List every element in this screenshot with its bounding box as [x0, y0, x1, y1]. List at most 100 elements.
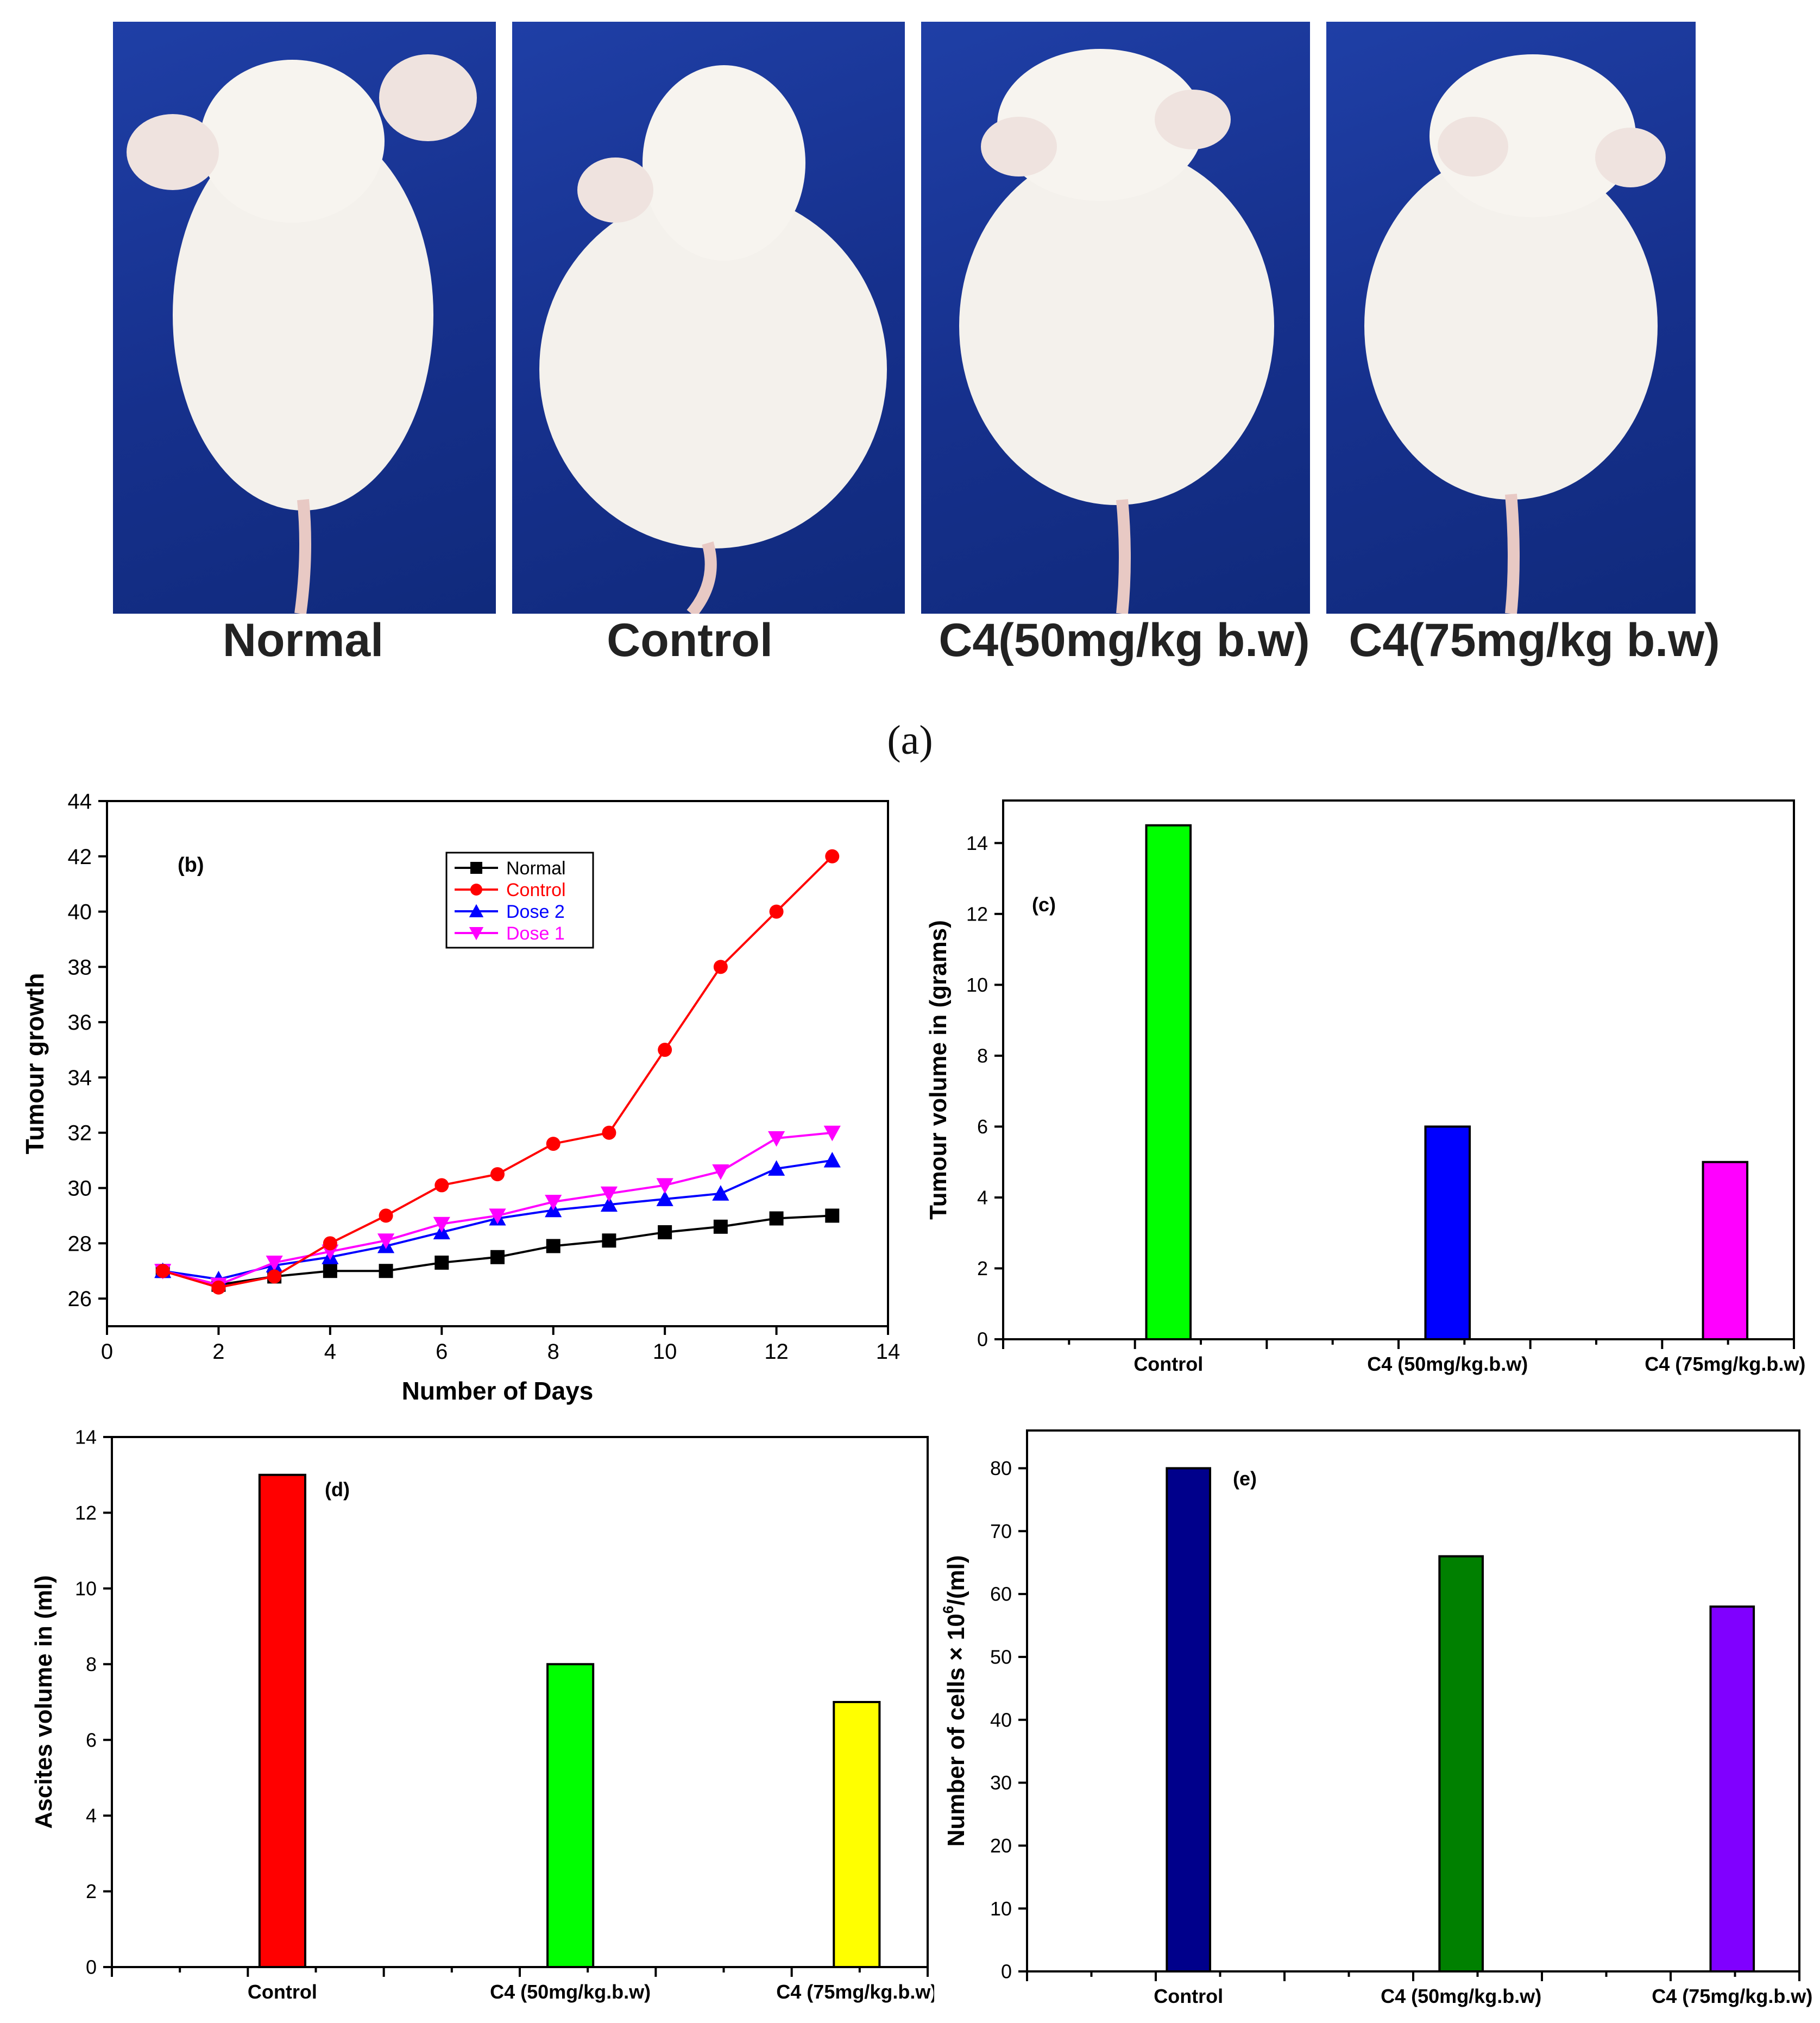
plot-frame: [1002, 799, 1795, 1340]
data-point-control: [379, 1208, 393, 1223]
plot-frame: [1026, 1429, 1800, 1972]
bar-c4-50mg-kg-b-w: [546, 1663, 595, 1968]
data-point-normal: [546, 1239, 561, 1253]
bar-c4-50mg-kg-b-w: [1438, 1555, 1484, 1972]
x-tick-label: 4: [324, 1340, 336, 1364]
y-tick-label: 0: [977, 1328, 988, 1351]
data-point-normal: [769, 1211, 784, 1226]
y-tick-label: 10: [966, 974, 988, 996]
y-axis-label: Tumour volume in (grams): [925, 920, 952, 1220]
photo-control: [512, 22, 905, 614]
plot-frame: [111, 1436, 929, 1968]
photo-label-c4-75: C4(75mg/kg b.w): [1349, 614, 1720, 666]
legend-marker-control: [470, 884, 482, 896]
y-tick-label: 60: [990, 1583, 1012, 1605]
data-point-dose-1: [545, 1194, 562, 1211]
x-category-label-control: Control: [1154, 1985, 1223, 2007]
y-tick-label: 70: [990, 1520, 1012, 1542]
panel-label-c: (c): [1032, 893, 1056, 916]
data-point-dose-1: [433, 1217, 450, 1233]
data-point-dose-2: [656, 1190, 673, 1206]
x-category-label-c4-50mg-kg-b-w: C4 (50mg/kg.b.w): [1381, 1985, 1541, 2007]
y-tick-label: 8: [977, 1044, 988, 1067]
legend-label-dose-2: Dose 2: [506, 902, 565, 922]
mouse-c4-75-illustration: [1364, 54, 1666, 614]
legend-label-control: Control: [506, 880, 566, 900]
data-point-normal: [490, 1250, 505, 1264]
y-tick-label: 8: [86, 1653, 97, 1675]
panel-label-b: (b): [178, 854, 204, 877]
y-axis-label: Number of cells × 106/(ml): [940, 1555, 969, 1847]
data-point-normal: [323, 1264, 337, 1278]
y-tick-label: 14: [966, 832, 988, 854]
data-point-control: [267, 1269, 282, 1284]
data-point-normal: [713, 1219, 728, 1234]
photo-label-normal: Normal: [222, 614, 384, 666]
panel-a-label: (a): [887, 717, 933, 763]
data-point-control: [211, 1280, 226, 1295]
data-point-dose-2: [767, 1160, 785, 1176]
legend-label-dose-1: Dose 1: [506, 923, 565, 944]
data-point-dose-1: [767, 1131, 785, 1147]
y-tick-label: 0: [86, 1956, 97, 1978]
x-category-label-c4-50mg-kg-b-w: C4 (50mg/kg.b.w): [490, 1981, 651, 2003]
data-point-dose-1: [600, 1186, 618, 1202]
y-tick-label: 6: [86, 1729, 97, 1751]
data-point-dose-1: [712, 1164, 729, 1180]
y-tick-label: 32: [68, 1121, 92, 1145]
data-point-control: [658, 1043, 672, 1057]
chart-e-cell-count: 0 10 20 30 40 50 60 70 80 Control C4 (50mg/kg.b.w)…: [940, 1429, 1812, 2007]
bar-c4-75mg-kg-b-w: [1702, 1161, 1749, 1340]
x-tick-label: 6: [436, 1340, 448, 1364]
mouse-normal-illustration: [127, 54, 477, 614]
y-tick-label: 40: [990, 1709, 1012, 1731]
mouse-control-illustration: [539, 65, 887, 614]
data-point-control: [434, 1178, 449, 1193]
data-point-control: [825, 849, 840, 864]
data-point-control: [769, 904, 784, 919]
y-tick-label: 12: [75, 1502, 97, 1524]
y-tick-label: 10: [75, 1577, 97, 1599]
data-point-dose-1: [823, 1125, 841, 1142]
data-point-dose-2: [712, 1185, 729, 1201]
y-axis-label: Tumour growth: [21, 973, 49, 1155]
bar-c4-75mg-kg-b-w: [833, 1701, 881, 1968]
panel-label-e: (e): [1233, 1467, 1257, 1490]
y-tick-label: 30: [990, 1772, 1012, 1794]
data-point-normal: [825, 1208, 840, 1223]
data-point-dose-1: [656, 1178, 673, 1194]
data-point-control: [155, 1264, 170, 1278]
data-point-control: [323, 1236, 337, 1251]
data-point-normal: [379, 1264, 393, 1278]
photo-c4-50: [921, 22, 1310, 614]
x-category-label-control: Control: [1133, 1353, 1203, 1375]
bar-c4-50mg-kg-b-w: [1424, 1125, 1471, 1341]
y-tick-label: 34: [68, 1066, 92, 1090]
y-tick-label: 4: [86, 1805, 97, 1827]
data-point-normal: [658, 1225, 672, 1239]
data-point-dose-1: [266, 1255, 283, 1271]
y-axis-label: Ascites volume in (ml): [30, 1575, 57, 1829]
y-tick-label: 14: [75, 1428, 97, 1448]
legend-marker-dose-2: [469, 904, 484, 917]
y-tick-label: 20: [990, 1835, 1012, 1857]
plot-frame: [106, 800, 889, 1327]
legend-marker-normal: [470, 862, 482, 874]
photo-normal: [113, 22, 496, 614]
photo-label-control: Control: [607, 614, 773, 666]
y-tick-label: 12: [966, 903, 988, 925]
y-tick-label: 10: [990, 1898, 1012, 1920]
y-tick-label: 44: [68, 790, 92, 814]
chart-c-tumour-volume: 0 2 4 6 8 10 12 14 Control C4 (50mg/kg.b.w) C4 (75…: [925, 799, 1805, 1375]
bar-control: [258, 1473, 306, 1968]
chart-b-tumour-growth: 26 28 30 32 34 36 38 40 42 44 0 2 4 6 8 10 12 14 Number of…: [21, 790, 900, 1405]
photo-c4-75: [1326, 22, 1696, 614]
x-category-label-c4-50mg-kg-b-w: C4 (50mg/kg.b.w): [1367, 1353, 1528, 1375]
data-point-control: [546, 1137, 561, 1151]
y-tick-label: 36: [68, 1011, 92, 1035]
data-point-normal: [434, 1255, 449, 1270]
data-point-control: [713, 960, 728, 974]
x-tick-label: 2: [212, 1340, 224, 1364]
y-tick-label: 6: [977, 1116, 988, 1138]
x-axis-label: Number of Days: [402, 1377, 594, 1405]
